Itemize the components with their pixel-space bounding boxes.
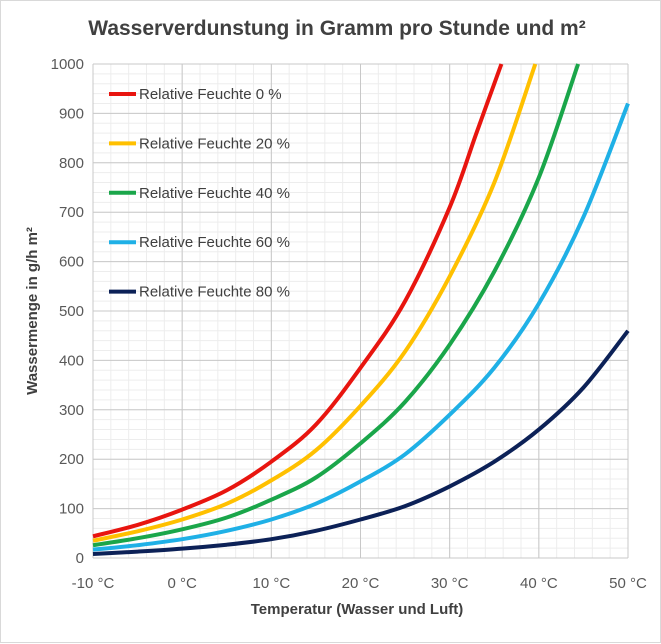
x-tick-label: 10 °C: [252, 575, 290, 592]
x-tick-label: 0 °C: [167, 575, 197, 592]
series-line-2: [92, 63, 538, 543]
legend-label-1: Relative Feuchte 0 %: [139, 86, 282, 103]
chart-title: Wasserverdunstung in Gramm pro Stunde un…: [88, 17, 585, 40]
x-tick-label: 40 °C: [520, 575, 558, 592]
legend-label-3: Relative Feuchte 40 %: [139, 185, 290, 202]
x-axis-tick-labels: -10 °C 0 °C 10 °C 20 °C 30 °C 40 °C 50 °C: [72, 575, 647, 592]
major-gridlines: [92, 63, 629, 559]
y-tick-label: 200: [59, 451, 84, 468]
x-tick-label: 20 °C: [342, 575, 380, 592]
y-tick-label: 100: [59, 501, 84, 518]
x-tick-label: 30 °C: [431, 575, 469, 592]
series-line-4: [92, 102, 630, 552]
y-axis-title: Wassermenge in g/h m²: [24, 227, 41, 395]
x-tick-label: -10 °C: [72, 575, 115, 592]
series-line-5: [92, 329, 630, 556]
y-axis-tick-labels: 0 100 200 300 400 500 600 700 800 900 1000: [51, 56, 84, 567]
x-axis-title: Temperatur (Wasser und Luft): [251, 601, 464, 618]
y-tick-label: 900: [59, 105, 84, 122]
series-line-1: [92, 63, 504, 539]
y-tick-label: 600: [59, 254, 84, 271]
series-line-3: [92, 63, 580, 548]
y-tick-label: 0: [76, 550, 84, 567]
y-tick-label: 800: [59, 155, 84, 172]
legend-label-4: Relative Feuchte 60 %: [139, 234, 290, 251]
series-lines: [92, 63, 630, 556]
legend-label-2: Relative Feuchte 20 %: [139, 135, 290, 152]
y-tick-label: 500: [59, 303, 84, 320]
y-tick-label: 700: [59, 204, 84, 221]
y-tick-label: 300: [59, 402, 84, 419]
x-tick-label: 50 °C: [609, 575, 647, 592]
y-tick-label: 1000: [51, 56, 84, 73]
legend: Relative Feuchte 0 % Relative Feuchte 20 …: [109, 86, 290, 301]
legend-label-5: Relative Feuchte 80 %: [139, 284, 290, 301]
y-tick-label: 400: [59, 352, 84, 369]
